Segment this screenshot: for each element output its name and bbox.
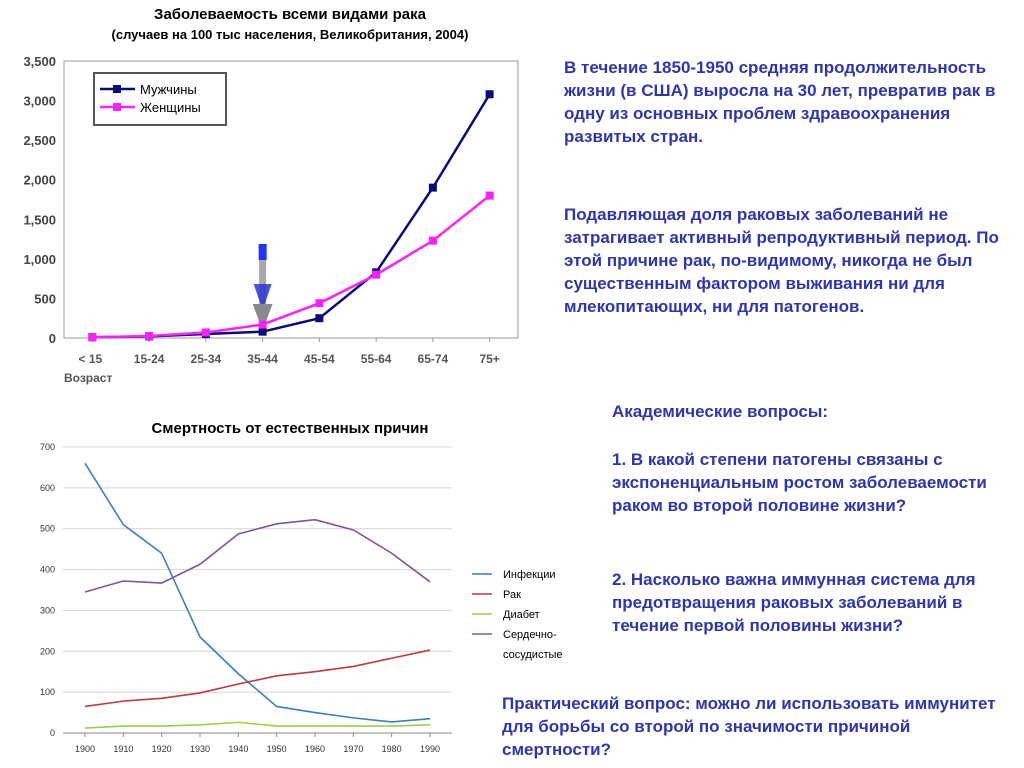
chart1-xtick-label: 75+ xyxy=(479,352,499,366)
chart2-legend: Инфекции Рак Диабет Сердечно-сосудистые xyxy=(472,569,563,661)
chart2-xtick-label: 1990 xyxy=(420,744,440,754)
chart1-point-women xyxy=(258,320,267,329)
chart1-ytick-label: 2,500 xyxy=(23,133,56,148)
chart2-xtick-label: 1910 xyxy=(113,744,133,754)
legend-marker xyxy=(113,103,121,111)
chart1-ytick-label: 2,000 xyxy=(23,173,56,188)
chart2-ytick-label: 0 xyxy=(50,728,55,738)
chart1-xtick-label: 55-64 xyxy=(361,352,392,366)
chart2-ytick-label: 300 xyxy=(40,605,55,615)
chart1-ytick-label: 1,500 xyxy=(23,212,56,227)
chart1-xtick-label: < 15 xyxy=(79,352,103,366)
chart2-ytick-label: 700 xyxy=(40,442,55,452)
chart2-series-line-cancer xyxy=(84,649,431,708)
chart1-point-men xyxy=(258,327,267,336)
legend-label-line-2: сосудистые xyxy=(503,649,563,661)
legend-label: Женщины xyxy=(140,100,201,115)
arrow-head-blue xyxy=(253,284,272,310)
legend-label: Сердечно-сосудистые xyxy=(503,629,563,661)
arrow-head-grey xyxy=(252,304,273,330)
chart1-xtick-label: 35-44 xyxy=(247,352,278,366)
chart2-ytick-label: 500 xyxy=(40,524,55,534)
chart2-series-line-diabetes xyxy=(84,721,431,729)
chart2-series-line-infections xyxy=(84,462,431,723)
chart1-xlabel: Возраст xyxy=(64,371,112,385)
chart1-point-men xyxy=(428,183,437,192)
legend-label: Мужчины xyxy=(140,82,197,97)
practical-question: Практический вопрос: можно ли использова… xyxy=(502,694,996,759)
reproductive-period-paragraph: Подавляющая доля раковых заболеваний не … xyxy=(564,205,999,316)
chart2-ytick-label: 200 xyxy=(40,646,55,656)
chart2-series-line-cardiovascular xyxy=(84,518,431,593)
arrow-top-segment xyxy=(258,244,267,260)
chart2-xtick-label: 1930 xyxy=(190,744,210,754)
question-1: 1. В какой степени патогены связаны с эк… xyxy=(612,450,987,515)
legend-label-line-1: Сердечно- xyxy=(503,629,557,641)
chart1-point-men xyxy=(315,314,324,323)
legend-marker xyxy=(113,85,121,93)
chart1-subtitle: (случаев на 100 тыс населения, Великобри… xyxy=(111,27,469,42)
legend-label: Диабет xyxy=(503,609,540,621)
chart2-ytick-label: 400 xyxy=(40,565,55,575)
chart1-point-women xyxy=(145,332,154,341)
chart2-xtick-label: 1950 xyxy=(267,744,287,754)
legend-label: Рак xyxy=(503,589,521,601)
chart2-title: Смертность от естественных причин xyxy=(151,420,429,437)
question-2: 2. Насколько важна иммунная система для … xyxy=(612,570,976,635)
chart1-point-men xyxy=(485,90,494,99)
chart1-ytick-label: 0 xyxy=(49,331,56,346)
chart1-xtick-label: 45-54 xyxy=(304,352,335,366)
chart1-legend: Мужчины Женщины xyxy=(93,72,227,126)
chart1-point-women xyxy=(428,236,437,245)
chart2-xtick-label: 1970 xyxy=(343,744,363,754)
chart1-series-line-women xyxy=(92,194,491,339)
chart2-xtick-label: 1940 xyxy=(228,744,248,754)
chart2-ytick-label: 100 xyxy=(40,687,55,697)
chart1-ytick-label: 3,500 xyxy=(23,54,56,69)
chart2-xtick-label: 1920 xyxy=(152,744,172,754)
chart1-xtick-label: 65-74 xyxy=(418,352,449,366)
chart2-xtick-label: 1980 xyxy=(382,744,402,754)
chart2-xtick-label: 1960 xyxy=(305,744,325,754)
chart1-ytick-label: 3,000 xyxy=(23,94,56,109)
chart2-ytick-label: 600 xyxy=(40,483,55,493)
legend-label: Инфекции xyxy=(503,569,556,581)
chart1-point-women xyxy=(485,191,494,200)
chart1-point-women xyxy=(315,299,324,308)
chart1-title: Заболеваемость всеми видами рака xyxy=(154,6,426,23)
chart1-legend-box xyxy=(93,72,227,126)
chart2-xtick-label: 1900 xyxy=(75,744,95,754)
chart1-point-women xyxy=(201,328,210,337)
chart1-point-women xyxy=(372,270,381,279)
chart1-annotation-arrow xyxy=(252,244,273,330)
chart1-point-women xyxy=(88,333,97,342)
chart1-ytick-label: 1,000 xyxy=(23,252,56,267)
chart1-xtick-label: 25-34 xyxy=(191,352,222,366)
life-expectancy-paragraph: В течение 1850-1950 средняя продолжитель… xyxy=(564,58,996,146)
academic-questions-heading: Академические вопросы: xyxy=(612,402,829,421)
chart1-xtick-label: 15-24 xyxy=(134,352,165,366)
chart1-ytick-label: 500 xyxy=(34,291,56,306)
